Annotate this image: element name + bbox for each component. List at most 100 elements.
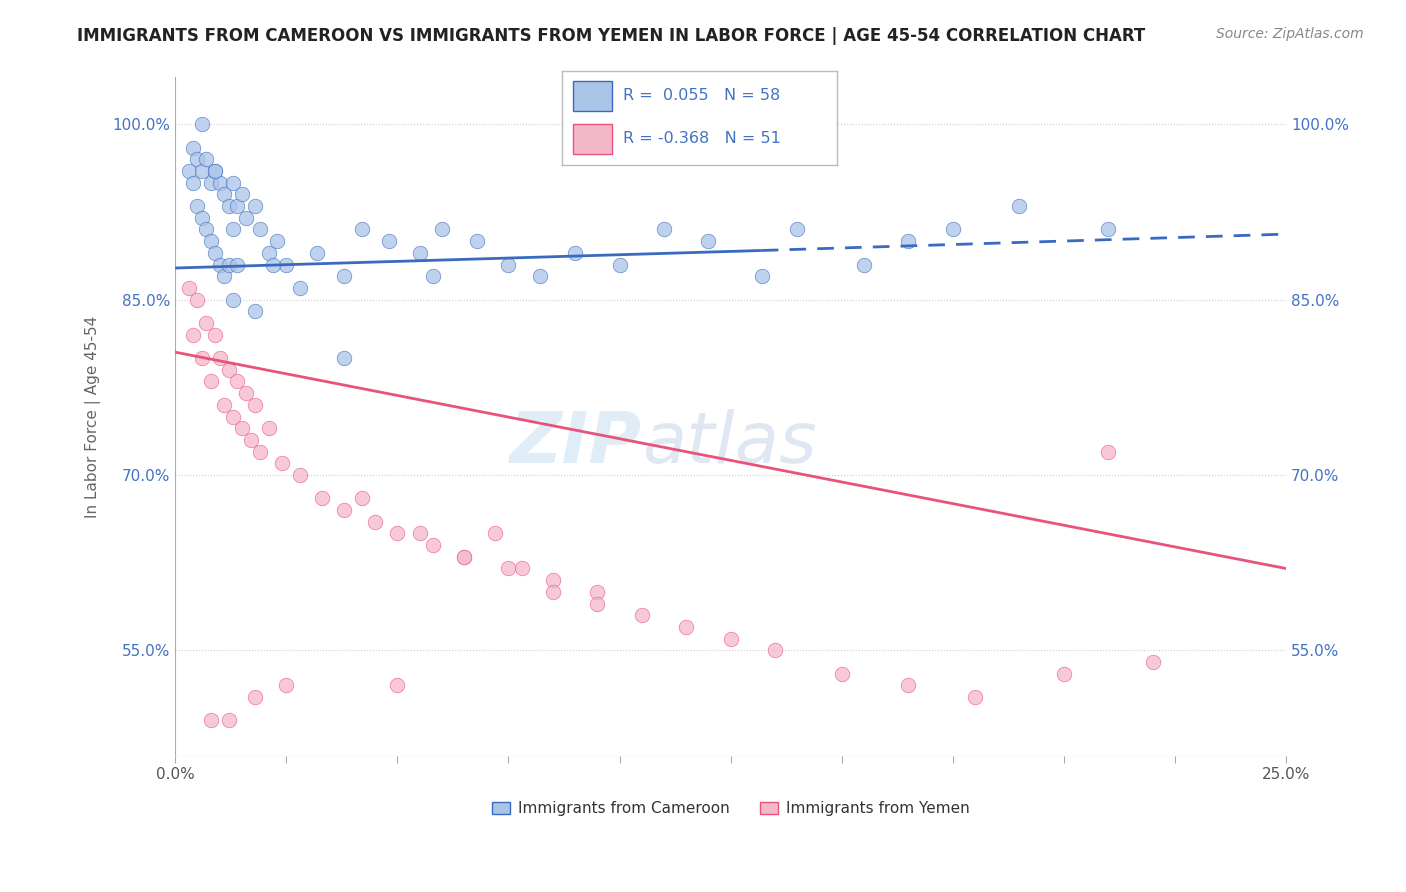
FancyBboxPatch shape bbox=[574, 81, 612, 111]
Point bbox=[222, 293, 245, 307]
Point bbox=[498, 561, 520, 575]
Point bbox=[226, 199, 249, 213]
Point bbox=[204, 245, 226, 260]
Point bbox=[204, 164, 226, 178]
Point bbox=[377, 234, 399, 248]
Point bbox=[186, 153, 208, 167]
Point bbox=[387, 526, 409, 541]
Point bbox=[235, 211, 257, 225]
Point bbox=[453, 549, 475, 564]
Point bbox=[186, 199, 208, 213]
Point bbox=[195, 222, 218, 236]
Text: ZIP: ZIP bbox=[509, 409, 641, 478]
Point bbox=[257, 421, 280, 435]
Point bbox=[564, 245, 586, 260]
Point bbox=[245, 304, 267, 318]
Point bbox=[288, 467, 311, 482]
Point bbox=[350, 222, 373, 236]
Point bbox=[484, 526, 506, 541]
Point bbox=[266, 234, 288, 248]
Point bbox=[212, 269, 235, 284]
Point bbox=[333, 503, 356, 517]
Point bbox=[510, 561, 533, 575]
Point bbox=[609, 258, 631, 272]
Point bbox=[897, 678, 920, 692]
Point bbox=[333, 269, 356, 284]
Point bbox=[204, 164, 226, 178]
Point bbox=[897, 234, 920, 248]
Point bbox=[222, 176, 245, 190]
Point bbox=[249, 222, 271, 236]
Y-axis label: In Labor Force | Age 45-54: In Labor Force | Age 45-54 bbox=[86, 316, 101, 517]
Text: R =  0.055   N = 58: R = 0.055 N = 58 bbox=[623, 88, 780, 103]
Point bbox=[467, 234, 489, 248]
Point bbox=[270, 456, 292, 470]
Point bbox=[630, 608, 652, 623]
Point bbox=[181, 327, 204, 342]
Point bbox=[200, 714, 222, 728]
Point bbox=[422, 269, 444, 284]
FancyBboxPatch shape bbox=[574, 124, 612, 153]
Point bbox=[191, 211, 214, 225]
Point bbox=[181, 140, 204, 154]
Point bbox=[191, 164, 214, 178]
Point bbox=[408, 245, 430, 260]
Point bbox=[963, 690, 986, 705]
Point bbox=[208, 351, 231, 365]
Point bbox=[218, 199, 240, 213]
Point bbox=[276, 678, 298, 692]
Point bbox=[498, 258, 520, 272]
Point bbox=[245, 398, 267, 412]
Point bbox=[852, 258, 875, 272]
Point bbox=[212, 187, 235, 202]
Point bbox=[942, 222, 965, 236]
Point bbox=[200, 375, 222, 389]
Point bbox=[751, 269, 773, 284]
Point bbox=[1008, 199, 1031, 213]
Point bbox=[333, 351, 356, 365]
Text: IMMIGRANTS FROM CAMEROON VS IMMIGRANTS FROM YEMEN IN LABOR FORCE | AGE 45-54 COR: IMMIGRANTS FROM CAMEROON VS IMMIGRANTS F… bbox=[77, 27, 1146, 45]
Point bbox=[288, 281, 311, 295]
Point bbox=[226, 258, 249, 272]
Point bbox=[311, 491, 333, 506]
Point bbox=[697, 234, 720, 248]
Point bbox=[245, 690, 267, 705]
Point bbox=[249, 444, 271, 458]
Point bbox=[586, 597, 609, 611]
Point bbox=[307, 245, 329, 260]
Point bbox=[245, 199, 267, 213]
Point bbox=[1097, 444, 1119, 458]
Point bbox=[212, 398, 235, 412]
Point bbox=[675, 620, 697, 634]
Point bbox=[231, 187, 253, 202]
Point bbox=[200, 176, 222, 190]
Point bbox=[191, 351, 214, 365]
Point bbox=[541, 573, 564, 587]
Point bbox=[276, 258, 298, 272]
Text: Source: ZipAtlas.com: Source: ZipAtlas.com bbox=[1216, 27, 1364, 41]
Point bbox=[218, 258, 240, 272]
Point bbox=[177, 281, 200, 295]
Text: R = -0.368   N = 51: R = -0.368 N = 51 bbox=[623, 131, 780, 146]
Point bbox=[786, 222, 808, 236]
Point bbox=[1053, 666, 1076, 681]
Point bbox=[408, 526, 430, 541]
Point bbox=[1142, 655, 1164, 669]
Point bbox=[262, 258, 284, 272]
Point bbox=[218, 363, 240, 377]
Point bbox=[453, 549, 475, 564]
Point bbox=[181, 176, 204, 190]
Point bbox=[350, 491, 373, 506]
Point bbox=[218, 714, 240, 728]
Legend: Immigrants from Cameroon, Immigrants from Yemen: Immigrants from Cameroon, Immigrants fro… bbox=[485, 796, 976, 822]
Point bbox=[529, 269, 551, 284]
Text: atlas: atlas bbox=[641, 409, 817, 478]
Point bbox=[195, 153, 218, 167]
Point bbox=[177, 164, 200, 178]
Point bbox=[239, 433, 262, 447]
Point bbox=[541, 585, 564, 599]
Point bbox=[186, 293, 208, 307]
Point bbox=[430, 222, 453, 236]
Point bbox=[652, 222, 675, 236]
Point bbox=[222, 409, 245, 424]
